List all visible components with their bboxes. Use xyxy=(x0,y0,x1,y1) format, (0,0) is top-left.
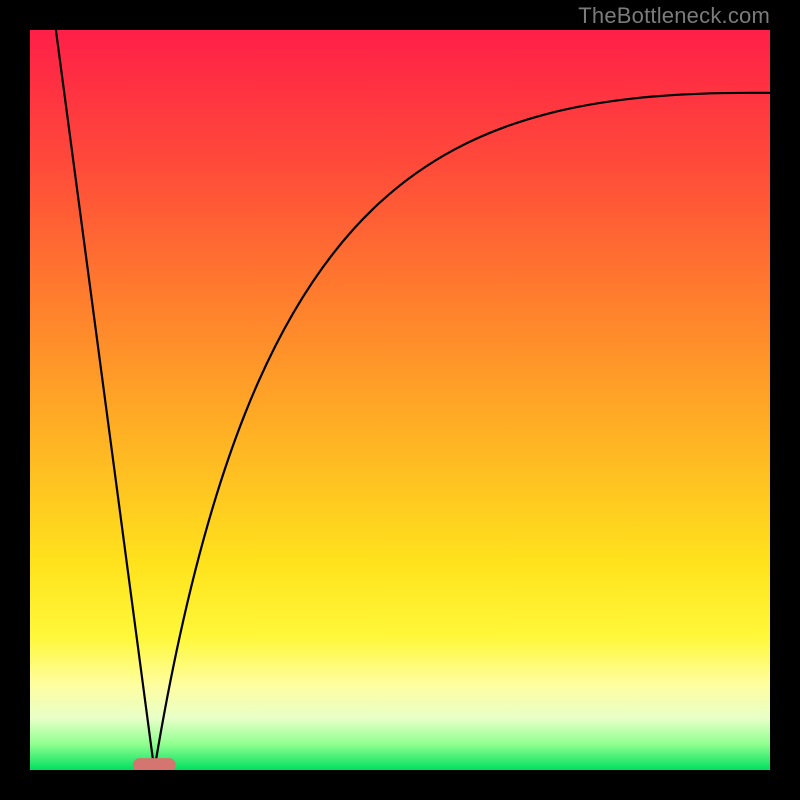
watermark-text: TheBottleneck.com xyxy=(578,3,770,29)
plot-area xyxy=(30,30,770,770)
plot-svg xyxy=(30,30,770,770)
gradient-background xyxy=(30,30,770,770)
minimum-marker xyxy=(133,758,176,770)
